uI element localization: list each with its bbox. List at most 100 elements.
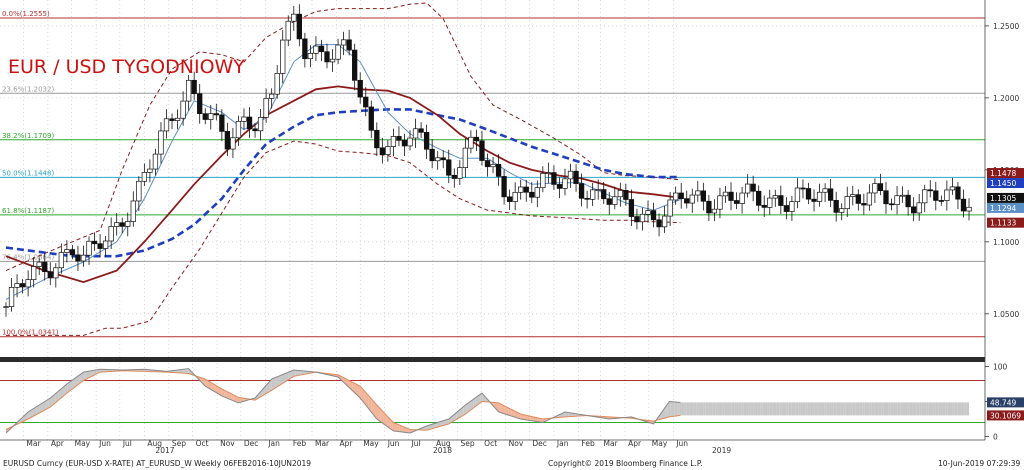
candle-body [329, 58, 336, 63]
candle-body [562, 178, 568, 189]
osc-fill [755, 402, 758, 416]
osc-fill [722, 402, 725, 416]
candle-body [291, 13, 297, 22]
price-tag-bg [987, 168, 1024, 179]
candle-body [495, 163, 502, 177]
month-tick-label: May [652, 439, 668, 448]
osc-fill [179, 369, 182, 374]
candle-body [778, 195, 784, 206]
candle-body [490, 163, 496, 168]
candle-body [949, 186, 956, 191]
osc-fill [871, 402, 875, 416]
osc-fill [530, 416, 533, 421]
candle-body [534, 187, 540, 198]
osc-fill [724, 402, 728, 416]
candle-body [501, 176, 507, 198]
osc-fill [852, 402, 856, 416]
osc-fill [520, 414, 524, 420]
osc-fill [392, 421, 395, 432]
osc-fill [371, 398, 374, 415]
osc-fill [390, 419, 393, 431]
osc-fill [864, 402, 868, 416]
candle-body [230, 137, 236, 150]
candle-body [8, 286, 15, 307]
osc-fill [893, 402, 896, 416]
month-tick-label: Sep [172, 439, 186, 448]
osc-fill [855, 402, 858, 416]
candle-body [506, 196, 513, 202]
candle-body [733, 200, 740, 204]
osc-fill [895, 402, 898, 416]
candle-body [390, 136, 397, 147]
candle-body [612, 196, 618, 205]
osc-slow-line [5, 370, 681, 431]
candle-body [750, 183, 756, 192]
osc-fill [233, 394, 237, 402]
osc-fill [935, 402, 939, 416]
osc-fill [765, 402, 768, 416]
osc-fill [212, 383, 215, 392]
osc-tag-bg [987, 397, 1024, 408]
candle-body [911, 206, 917, 214]
osc-fill [281, 374, 284, 385]
month-tick-label: Oct [484, 439, 497, 448]
candle-body [684, 198, 690, 204]
osc-fill [39, 403, 42, 414]
candle-body [130, 200, 136, 222]
osc-fill [738, 402, 742, 416]
osc-fill [442, 420, 445, 426]
month-tick-label: Dec [532, 439, 547, 448]
osc-fill [693, 402, 697, 416]
osc-fill [848, 402, 851, 416]
osc-fill [29, 409, 33, 419]
osc-fill [843, 402, 846, 416]
osc-fill [670, 401, 673, 417]
osc-fill [772, 402, 775, 416]
axes: Mar Apr May Jun Jul Aug Sep Oct Nov Dec Jan Feb Mar A… [0, 0, 1019, 455]
price-tag-label: 1.1305 [990, 194, 1016, 203]
osc-fill [468, 401, 471, 412]
osc-fill [200, 377, 203, 384]
candle-body [772, 195, 778, 199]
osc-fill [70, 380, 73, 391]
candle-body [899, 194, 906, 197]
price-tick-label: 1.2000 [993, 94, 1019, 103]
osc-fill [205, 379, 208, 388]
candle-body [861, 203, 867, 206]
osc-fill [821, 402, 825, 416]
candle-body [202, 113, 208, 120]
osc-fill [736, 402, 739, 416]
month-tick-label: Mar [26, 439, 41, 448]
osc-fill [700, 402, 704, 416]
candle-body [36, 261, 42, 267]
footer-right: 10-Jun-2019 07:29:39 [938, 459, 1020, 468]
candle-body [966, 206, 972, 212]
osc-fill [352, 382, 355, 393]
candle-body [3, 306, 9, 308]
osc-fill [74, 376, 78, 388]
candle-body [219, 114, 225, 132]
osc-fill [919, 402, 922, 416]
candle-body [446, 159, 452, 176]
candle-body [252, 128, 258, 132]
oscillator-panel [0, 368, 985, 434]
candle-body [794, 187, 801, 203]
month-tick-label: Apr [628, 439, 642, 448]
candle-body [97, 243, 103, 249]
osc-fill [729, 402, 732, 416]
osc-fill [703, 402, 706, 416]
candle-body [888, 203, 895, 206]
osc-fill [741, 402, 744, 416]
osc-fill [387, 416, 391, 429]
osc-fill [717, 402, 720, 416]
osc-fill [394, 423, 398, 432]
candle-body [473, 136, 480, 142]
osc-fill [829, 402, 832, 416]
osc-fill [807, 402, 811, 416]
candle-body [197, 93, 203, 115]
osc-fill [77, 374, 80, 386]
candle-body [523, 186, 529, 193]
osc-fill [290, 370, 294, 379]
osc-fill [883, 402, 886, 416]
